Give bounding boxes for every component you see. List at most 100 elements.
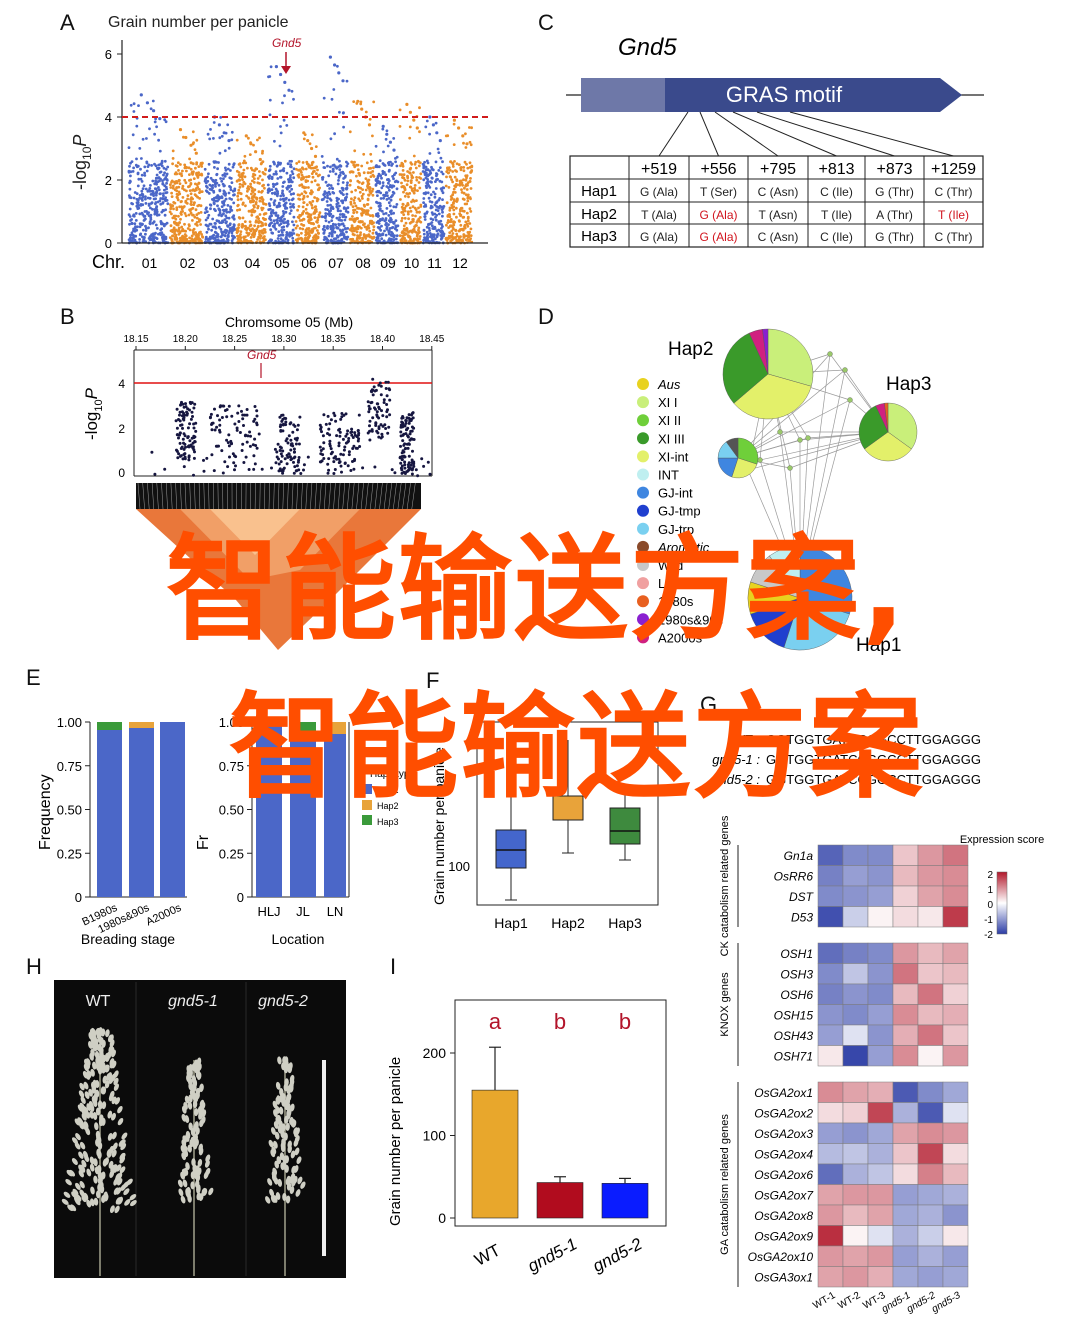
manhattan-point: [214, 185, 217, 188]
grain: [265, 1196, 271, 1204]
regional-point: [227, 404, 231, 408]
manhattan-point: [351, 215, 354, 218]
manhattan-point: [411, 190, 415, 193]
manhattan-point: [415, 176, 418, 179]
manhattan-point: [344, 227, 347, 230]
heatmap-cell: [867, 1024, 894, 1046]
manhattan-point: [204, 223, 208, 227]
grain: [180, 1171, 186, 1180]
manhattan-point: [317, 232, 320, 235]
manhattan-point: [224, 197, 228, 201]
manhattan-point: [220, 239, 223, 243]
manhattan-point: [326, 194, 329, 198]
manhattan-point: [181, 187, 184, 190]
manhattan-point: [428, 232, 432, 235]
heatmap-cell: [892, 906, 919, 928]
manhattan-point: [192, 141, 196, 145]
panel-i-frame: [454, 999, 667, 1227]
manhattan-point: [422, 197, 426, 200]
manhattan-point: [409, 209, 413, 213]
watermark-line-1: 智能输送方案,: [165, 523, 908, 656]
manhattan-point: [467, 238, 471, 242]
manhattan-point: [189, 192, 193, 196]
manhattan-peak-point: [392, 148, 396, 152]
legend-swatch: [637, 396, 649, 409]
manhattan-point: [368, 219, 372, 223]
grain: [75, 1133, 81, 1141]
manhattan-point: [341, 181, 345, 184]
manhattan-point: [204, 235, 208, 239]
manhattan-point: [277, 201, 281, 205]
manhattan-point: [176, 229, 180, 233]
manhattan-point: [141, 235, 144, 239]
manhattan-point: [326, 224, 329, 228]
manhattan-point: [194, 187, 198, 190]
heatmap-cell: [892, 1245, 919, 1267]
manhattan-point: [417, 206, 420, 210]
manhattan-point: [318, 211, 322, 215]
regional-point: [327, 427, 331, 431]
manhattan-point: [335, 199, 339, 203]
manhattan-point: [236, 198, 240, 202]
manhattan-point: [296, 224, 299, 228]
heatmap-cell: [892, 963, 919, 985]
manhattan-point: [235, 138, 239, 142]
manhattan-point: [310, 180, 314, 184]
manhattan-point: [154, 223, 158, 227]
manhattan-point: [199, 223, 203, 226]
manhattan-point: [465, 174, 469, 178]
regional-point: [322, 441, 326, 445]
manhattan-point: [279, 194, 283, 198]
manhattan-point: [168, 236, 172, 240]
manhattan-point: [402, 213, 406, 217]
manhattan-point: [278, 144, 282, 148]
regional-point: [407, 461, 411, 465]
manhattan-point: [378, 159, 382, 163]
grain: [120, 1143, 127, 1151]
regional-point: [412, 464, 416, 468]
manhattan-point: [452, 143, 456, 147]
allele-cell: G (Thr): [875, 185, 914, 199]
manhattan-point: [174, 180, 178, 183]
manhattan-point: [184, 239, 188, 243]
manhattan-point: [394, 237, 398, 241]
manhattan-point: [394, 205, 398, 209]
manhattan-point: [197, 165, 201, 169]
regional-point: [334, 455, 337, 459]
grain: [193, 1108, 199, 1117]
heatmap-cell: [842, 1102, 869, 1124]
manhattan-point: [458, 182, 462, 186]
manhattan-point: [187, 185, 190, 189]
regional-point: [426, 460, 430, 464]
heatmap-cell: [892, 1266, 919, 1288]
manhattan-point: [181, 169, 184, 173]
manhattan-point: [207, 172, 210, 176]
manhattan-point: [366, 209, 370, 213]
manhattan-point: [328, 197, 332, 201]
heatmap-cell: [942, 1143, 969, 1165]
manhattan-point: [155, 208, 159, 212]
manhattan-point: [363, 222, 366, 226]
manhattan-point: [203, 211, 207, 215]
manhattan-point: [269, 197, 273, 201]
manhattan-point: [414, 166, 418, 170]
grain: [109, 1170, 115, 1178]
regional-point: [281, 449, 285, 453]
manhattan-point: [253, 232, 257, 236]
manhattan-point: [195, 162, 199, 166]
manhattan-point: [448, 231, 452, 235]
manhattan-point: [215, 160, 218, 164]
grain: [177, 1179, 183, 1188]
regional-point: [385, 415, 389, 419]
regional-point: [384, 380, 388, 384]
manhattan-point: [280, 226, 284, 229]
position-tick: 18.30: [271, 334, 296, 345]
regional-point: [406, 426, 410, 430]
manhattan-point: [414, 214, 417, 218]
manhattan-point: [369, 206, 373, 210]
manhattan-point: [140, 180, 144, 183]
heatmap-cell: [892, 1163, 919, 1185]
manhattan-point: [268, 98, 272, 102]
grain: [107, 1072, 113, 1080]
